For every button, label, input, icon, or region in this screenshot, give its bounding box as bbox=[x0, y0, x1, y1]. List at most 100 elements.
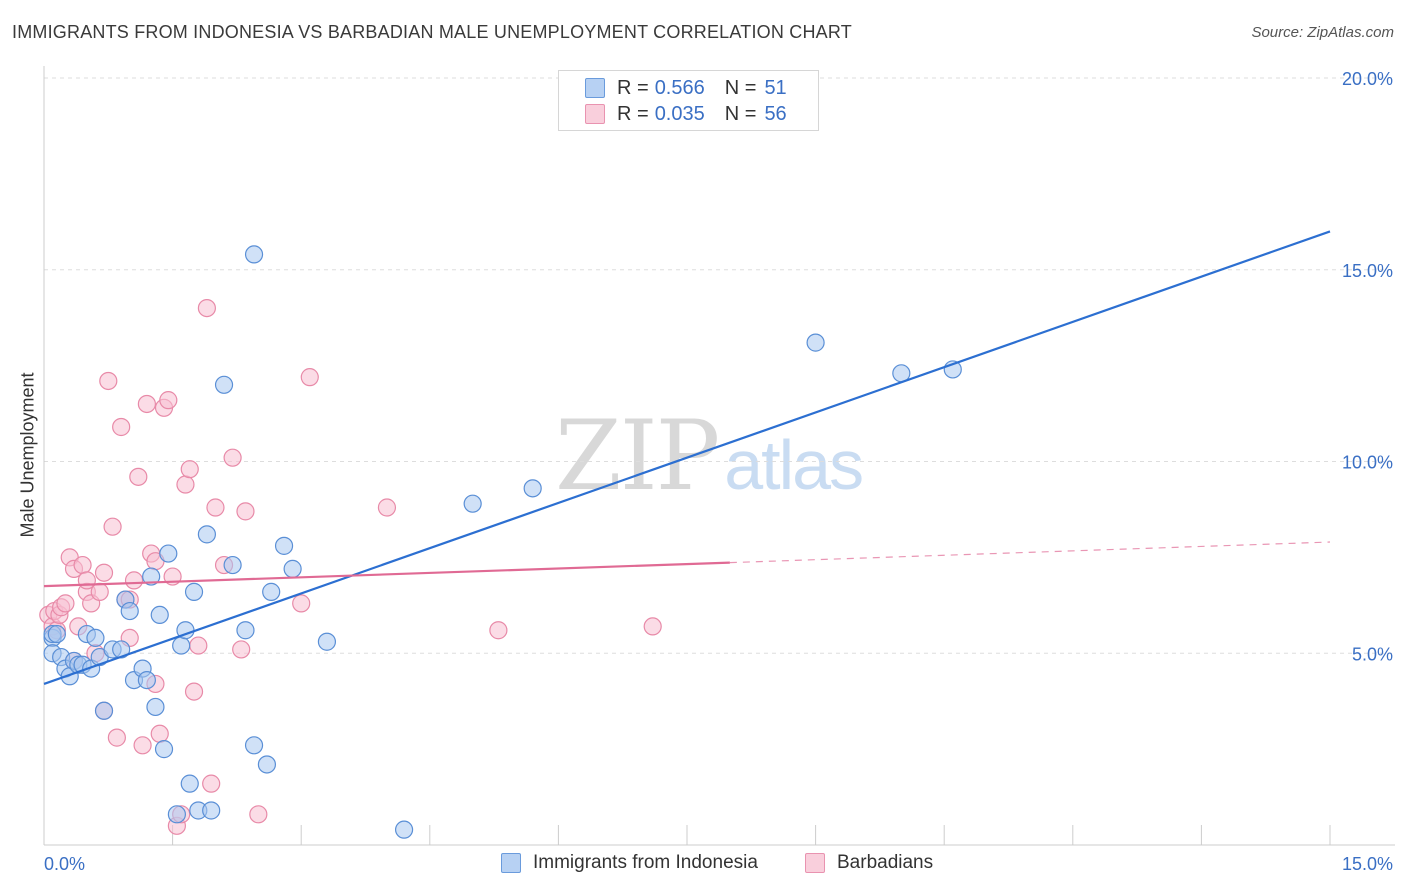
y-tick-label: 10.0% bbox=[1342, 453, 1393, 473]
indonesia-point bbox=[463, 494, 482, 513]
indonesia-point bbox=[274, 536, 294, 555]
indonesia-point bbox=[172, 636, 191, 655]
barbadians-trend-line bbox=[43, 561, 730, 588]
barbadians-point bbox=[103, 517, 122, 536]
source-credit: Source: ZipAtlas.com bbox=[1251, 24, 1394, 41]
barbadians-point bbox=[129, 467, 148, 486]
indonesia-point bbox=[86, 628, 105, 648]
indonesia-point bbox=[523, 479, 542, 498]
legend-item-indonesia[interactable]: Immigrants from Indonesia bbox=[501, 852, 758, 874]
x-tick-label: 0.0% bbox=[44, 854, 85, 874]
legend-r-label: R = bbox=[617, 76, 649, 99]
indonesia-point bbox=[257, 755, 277, 774]
indonesia-point bbox=[197, 525, 216, 544]
y-tick-label: 5.0% bbox=[1352, 644, 1393, 664]
barbadians-point bbox=[124, 571, 144, 590]
barbadians-point bbox=[73, 555, 92, 575]
indonesia-point bbox=[167, 805, 186, 824]
y-tick-label: 15.0% bbox=[1342, 261, 1393, 281]
legend-n-label: N = bbox=[724, 76, 757, 99]
legend-r-value: 0.566 bbox=[654, 76, 705, 99]
correlation-legend: R = 0.566 N = 51 R = 0.035 N = 56 bbox=[558, 70, 819, 131]
barbadians-trend-extension bbox=[729, 541, 1331, 564]
trend-lines bbox=[43, 230, 1331, 685]
barbadians-point bbox=[206, 498, 225, 517]
barbadians-point bbox=[107, 728, 126, 747]
legend-row-indonesia: R = 0.566 N = 51 bbox=[585, 76, 787, 100]
barbadians-point bbox=[197, 299, 216, 318]
barbadians-point bbox=[300, 368, 319, 387]
legend-row-barbadians: R = 0.035 N = 56 bbox=[585, 102, 787, 126]
barbadians-point bbox=[159, 391, 178, 410]
y-tick-label: 20.0% bbox=[1342, 69, 1393, 89]
indonesia-point bbox=[394, 820, 414, 839]
indonesia-point bbox=[236, 621, 255, 640]
barbadians-point bbox=[137, 394, 156, 414]
legend-swatch-blue bbox=[501, 853, 521, 873]
indonesia-point bbox=[142, 567, 161, 586]
indonesia-point bbox=[180, 774, 199, 793]
barbadians-point bbox=[489, 621, 508, 640]
indonesia-points bbox=[43, 245, 962, 839]
indonesia-point bbox=[154, 740, 174, 759]
indonesia-point bbox=[262, 582, 281, 601]
barbadians-point bbox=[249, 805, 268, 824]
legend-n-label: N = bbox=[724, 102, 757, 125]
barbadians-point bbox=[189, 636, 208, 655]
legend-label-barbadians: Barbadians bbox=[837, 852, 934, 873]
indonesia-point bbox=[94, 701, 114, 720]
legend-n-value: 56 bbox=[764, 102, 787, 125]
barbadians-point bbox=[202, 774, 221, 793]
indonesia-point bbox=[283, 559, 302, 578]
series-legend: Immigrants from Indonesia Barbadians bbox=[0, 852, 1406, 878]
barbadians-point bbox=[56, 594, 75, 613]
indonesia-point bbox=[202, 801, 221, 820]
barbadians-point bbox=[377, 498, 397, 517]
barbadians-point bbox=[90, 582, 109, 601]
barbadians-point bbox=[133, 736, 152, 755]
grid-lines bbox=[44, 77, 1395, 654]
indonesia-point bbox=[146, 697, 165, 717]
indonesia-point bbox=[244, 245, 264, 264]
legend-n-value: 51 bbox=[764, 76, 787, 99]
indonesia-point bbox=[137, 670, 156, 690]
barbadians-point bbox=[232, 640, 251, 659]
indonesia-point bbox=[806, 333, 825, 352]
barbadians-point bbox=[292, 594, 311, 613]
barbadians-point bbox=[150, 724, 169, 743]
legend-r-value: 0.035 bbox=[654, 102, 705, 125]
indonesia-point bbox=[120, 601, 139, 621]
indonesia-point bbox=[223, 555, 242, 575]
y-axis-label: Male Unemployment bbox=[17, 372, 38, 538]
indonesia-point bbox=[159, 544, 178, 563]
barbadians-point bbox=[184, 682, 204, 701]
legend-item-barbadians[interactable]: Barbadians bbox=[805, 852, 933, 874]
tick-labels: 5.0% 10.0% 15.0% 20.0% 0.0% 15.0% bbox=[44, 69, 1393, 874]
barbadians-point bbox=[112, 417, 131, 437]
barbadians-point bbox=[643, 617, 662, 636]
watermark-atlas: atlas bbox=[724, 426, 864, 504]
legend-swatch-pink bbox=[805, 853, 825, 873]
x-tick-label: 15.0% bbox=[1342, 854, 1393, 874]
indonesia-point bbox=[47, 624, 66, 644]
indonesia-point bbox=[184, 582, 204, 601]
legend-swatch-blue bbox=[585, 78, 605, 98]
barbadians-points bbox=[39, 299, 662, 835]
indonesia-point bbox=[317, 632, 337, 651]
chart-title: IMMIGRANTS FROM INDONESIA VS BARBADIAN M… bbox=[12, 22, 852, 42]
legend-swatch-pink bbox=[585, 104, 605, 124]
barbadians-point bbox=[236, 502, 255, 521]
barbadians-point bbox=[180, 460, 199, 479]
indonesia-point bbox=[150, 605, 169, 625]
legend-label-indonesia: Immigrants from Indonesia bbox=[533, 852, 758, 873]
barbadians-point bbox=[223, 448, 242, 467]
barbadians-point bbox=[94, 563, 114, 582]
legend-r-label: R = bbox=[617, 102, 649, 125]
barbadians-point bbox=[99, 371, 118, 391]
barbadians-point bbox=[176, 475, 195, 494]
indonesia-trend-line bbox=[43, 230, 1331, 685]
axes bbox=[43, 66, 1395, 846]
indonesia-point bbox=[214, 375, 234, 394]
indonesia-point bbox=[244, 736, 264, 755]
